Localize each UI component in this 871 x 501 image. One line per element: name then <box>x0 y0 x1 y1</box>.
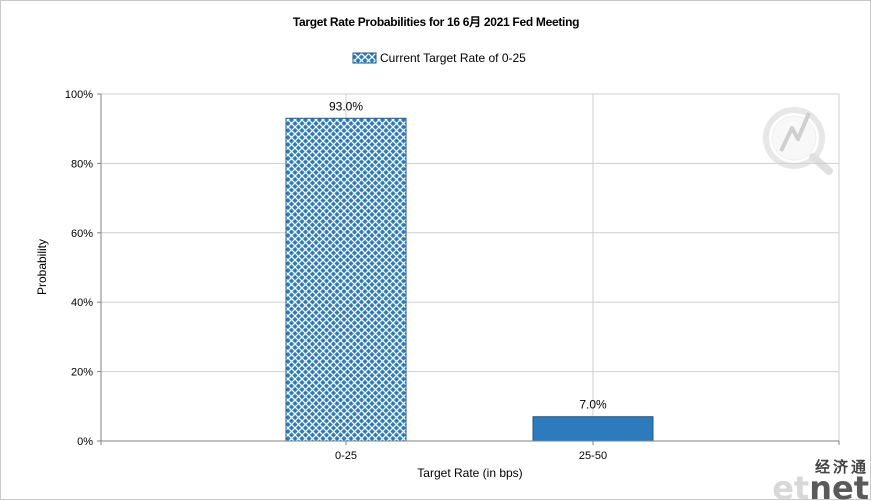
data-label: 7.0% <box>579 398 607 412</box>
q-magnifier-icon <box>763 107 833 175</box>
y-tick-label: 0% <box>77 436 93 448</box>
y-tick-label: 100% <box>65 89 93 101</box>
plot-area <box>100 93 840 442</box>
y-axis-title: Probability <box>35 239 49 295</box>
etnet-watermark: 经济通 etnet <box>772 458 869 501</box>
y-tick-label: 80% <box>71 158 93 170</box>
bars: 93.0% 7.0% <box>285 99 654 442</box>
x-axis-title: Target Rate (in bps) <box>417 466 522 480</box>
y-axis-ticks: 0% 20% 40% 60% 80% 100% <box>65 89 101 448</box>
data-label: 93.0% <box>329 99 363 113</box>
legend-label: Current Target Rate of 0-25 <box>380 51 526 65</box>
x-axis-ticks: 0-25 25-50 <box>100 441 840 462</box>
legend[interactable]: Current Target Rate of 0-25 <box>352 51 526 65</box>
bar-25-50[interactable] <box>532 416 654 442</box>
x-tick-label: 25-50 <box>579 450 607 462</box>
legend-swatch <box>352 52 377 64</box>
watermark-et: et <box>772 469 809 501</box>
y-tick-label: 40% <box>71 297 93 309</box>
watermark-net: net <box>809 469 869 501</box>
y-tick-label: 60% <box>71 228 93 240</box>
x-tick-label: 0-25 <box>335 450 357 462</box>
watermark-chinese: 经济通 <box>815 458 869 476</box>
bar-0-25[interactable] <box>285 117 407 442</box>
gridlines <box>101 93 839 441</box>
watermark-latin: etnet <box>772 469 869 501</box>
chart-title: Target Rate Probabilities for 16 6月 2021… <box>293 15 579 29</box>
y-tick-label: 20% <box>71 367 93 379</box>
